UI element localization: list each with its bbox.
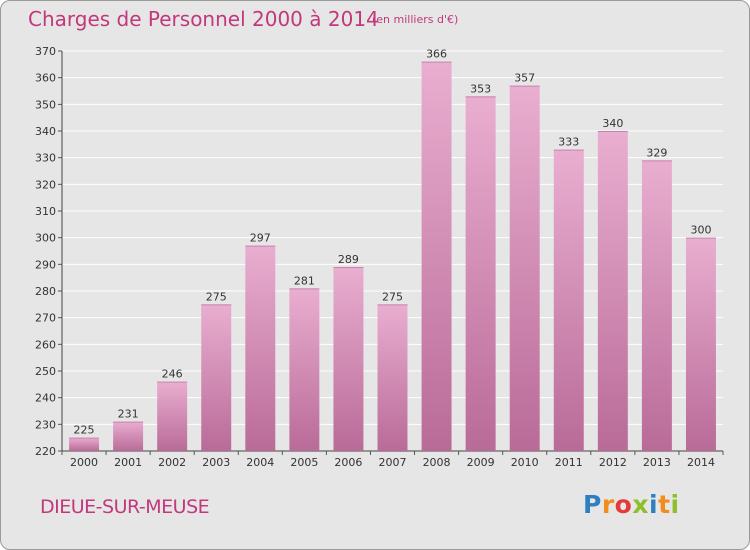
logo-letter: r xyxy=(601,490,615,519)
logo-letter: x xyxy=(632,490,649,519)
bar-2008 xyxy=(421,61,452,452)
logo-letter: o xyxy=(614,490,633,519)
y-tick-label: 350 xyxy=(35,98,56,111)
y-tick-label: 320 xyxy=(35,178,56,191)
x-tick-label: 2005 xyxy=(290,456,318,469)
bar-2014 xyxy=(685,237,716,451)
data-label: 353 xyxy=(470,82,491,95)
data-label: 366 xyxy=(426,48,447,61)
bar-2011 xyxy=(553,149,584,451)
y-tick-label: 220 xyxy=(35,445,56,458)
y-tick-label: 370 xyxy=(35,45,56,58)
data-label: 333 xyxy=(558,136,579,149)
y-tick-label: 270 xyxy=(35,312,56,325)
data-label: 357 xyxy=(514,72,535,85)
bar-2010 xyxy=(509,85,540,452)
data-label: 297 xyxy=(250,232,271,245)
x-tick-label: 2004 xyxy=(246,456,274,469)
bar-2004 xyxy=(245,245,276,451)
data-label: 275 xyxy=(382,290,403,303)
proxiti-logo: Proxiti xyxy=(583,490,680,519)
y-tick-label: 300 xyxy=(35,232,56,245)
x-tick-label: 2008 xyxy=(423,456,451,469)
data-label: 231 xyxy=(118,408,139,421)
bar-2003 xyxy=(201,304,232,451)
bar-2000 xyxy=(69,437,100,451)
x-tick-label: 2010 xyxy=(511,456,539,469)
y-tick-label: 330 xyxy=(35,152,56,165)
logo-letter: P xyxy=(583,490,602,519)
bar-2001 xyxy=(113,421,144,451)
x-tick-label: 2012 xyxy=(599,456,627,469)
data-label: 281 xyxy=(294,274,315,287)
bar-2007 xyxy=(377,304,408,451)
data-label: 340 xyxy=(602,117,623,130)
x-tick-label: 2009 xyxy=(467,456,495,469)
x-tick-label: 2014 xyxy=(687,456,715,469)
x-tick-label: 2006 xyxy=(334,456,362,469)
x-tick-label: 2001 xyxy=(114,456,142,469)
x-tick-label: 2002 xyxy=(158,456,186,469)
x-tick-label: 2003 xyxy=(202,456,230,469)
bar-2012 xyxy=(597,131,628,451)
data-label: 275 xyxy=(206,290,227,303)
bar-2006 xyxy=(333,267,364,451)
bar-2009 xyxy=(465,96,496,451)
chart-units: (en milliers d'€) xyxy=(372,13,459,26)
location-name: DIEUE-SUR-MEUSE xyxy=(40,496,210,518)
y-tick-label: 280 xyxy=(35,285,56,298)
y-tick-label: 240 xyxy=(35,392,56,405)
data-label: 225 xyxy=(74,424,95,437)
bar-2005 xyxy=(289,288,320,451)
y-tick-label: 230 xyxy=(35,418,56,431)
bar-2013 xyxy=(641,160,672,452)
y-tick-label: 310 xyxy=(35,205,56,218)
data-label: 329 xyxy=(646,146,667,159)
chart-title: Charges de Personnel 2000 à 2014 xyxy=(28,7,379,31)
y-tick-label: 340 xyxy=(35,125,56,138)
x-tick-label: 2013 xyxy=(643,456,671,469)
data-label: 246 xyxy=(162,368,183,381)
x-tick-label: 2000 xyxy=(70,456,98,469)
data-label: 289 xyxy=(338,253,359,266)
y-tick-label: 260 xyxy=(35,338,56,351)
y-tick-label: 250 xyxy=(35,365,56,378)
y-tick-label: 360 xyxy=(35,72,56,85)
logo-letter: t xyxy=(658,490,671,519)
y-tick-label: 290 xyxy=(35,258,56,271)
logo-letter: i xyxy=(649,490,659,519)
x-tick-label: 2007 xyxy=(379,456,407,469)
logo-letter: i xyxy=(670,490,680,519)
x-tick-label: 2011 xyxy=(555,456,583,469)
bar-2002 xyxy=(157,381,188,451)
data-label: 300 xyxy=(690,224,711,237)
